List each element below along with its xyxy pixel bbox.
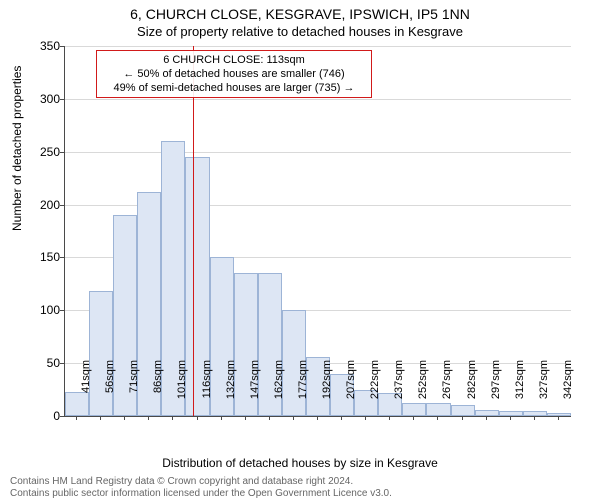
annotation-line1: 6 CHURCH CLOSE: 113sqm [101,53,367,67]
y-tick-label: 100 [10,304,60,316]
x-tick-mark [269,416,270,420]
y-tick-mark [60,363,64,364]
chart-title: Size of property relative to detached ho… [0,24,600,39]
y-tick-mark [60,416,64,417]
x-tick-label: 56sqm [104,360,116,420]
x-tick-mark [341,416,342,420]
y-tick-mark [60,99,64,100]
x-tick-label: 282sqm [466,360,478,420]
chart-supertitle: 6, CHURCH CLOSE, KESGRAVE, IPSWICH, IP5 … [0,6,600,22]
x-tick-label: 86sqm [152,360,164,420]
x-tick-mark [197,416,198,420]
property-marker-line [193,46,194,416]
x-tick-mark [76,416,77,420]
y-tick-mark [60,152,64,153]
x-tick-label: 267sqm [441,360,453,420]
x-tick-mark [413,416,414,420]
x-tick-mark [317,416,318,420]
x-tick-label: 297sqm [490,360,502,420]
x-tick-label: 192sqm [321,360,333,420]
x-tick-mark [172,416,173,420]
x-tick-mark [510,416,511,420]
gridline [65,46,571,47]
x-tick-mark [293,416,294,420]
x-axis-label: Distribution of detached houses by size … [0,456,600,470]
x-tick-mark [100,416,101,420]
x-tick-label: 327sqm [538,360,550,420]
x-tick-label: 312sqm [514,360,526,420]
y-tick-mark [60,257,64,258]
y-tick-label: 350 [10,40,60,52]
x-tick-label: 177sqm [297,360,309,420]
x-tick-mark [124,416,125,420]
gridline [65,152,571,153]
x-tick-mark [462,416,463,420]
annotation-line2: ← 50% of detached houses are smaller (74… [101,67,367,81]
x-tick-mark [221,416,222,420]
x-tick-label: 147sqm [249,360,261,420]
x-tick-label: 222sqm [369,360,381,420]
y-tick-label: 200 [10,199,60,211]
x-tick-mark [486,416,487,420]
y-tick-label: 300 [10,93,60,105]
x-tick-mark [534,416,535,420]
y-tick-label: 0 [10,410,60,422]
x-tick-mark [437,416,438,420]
y-tick-mark [60,205,64,206]
y-tick-label: 50 [10,357,60,369]
x-tick-label: 116sqm [201,360,213,420]
y-tick-label: 250 [10,146,60,158]
x-tick-label: 41sqm [80,360,92,420]
footnote-2: Contains public sector information licen… [10,488,392,499]
y-tick-mark [60,46,64,47]
chart-container: 6, CHURCH CLOSE, KESGRAVE, IPSWICH, IP5 … [0,0,600,500]
gridline [65,99,571,100]
x-tick-label: 342sqm [562,360,574,420]
x-tick-mark [558,416,559,420]
footnote-1: Contains HM Land Registry data © Crown c… [10,476,353,487]
x-tick-mark [365,416,366,420]
x-tick-label: 252sqm [417,360,429,420]
x-tick-label: 207sqm [345,360,357,420]
x-tick-label: 162sqm [273,360,285,420]
x-tick-label: 237sqm [393,360,405,420]
annotation-line3: 49% of semi-detached houses are larger (… [101,81,367,95]
y-tick-label: 150 [10,251,60,263]
x-tick-mark [148,416,149,420]
x-tick-mark [389,416,390,420]
x-tick-label: 101sqm [176,360,188,420]
y-tick-mark [60,310,64,311]
x-tick-label: 71sqm [128,360,140,420]
annotation-box: 6 CHURCH CLOSE: 113sqm ← 50% of detached… [96,50,372,98]
x-tick-mark [245,416,246,420]
x-tick-label: 132sqm [225,360,237,420]
